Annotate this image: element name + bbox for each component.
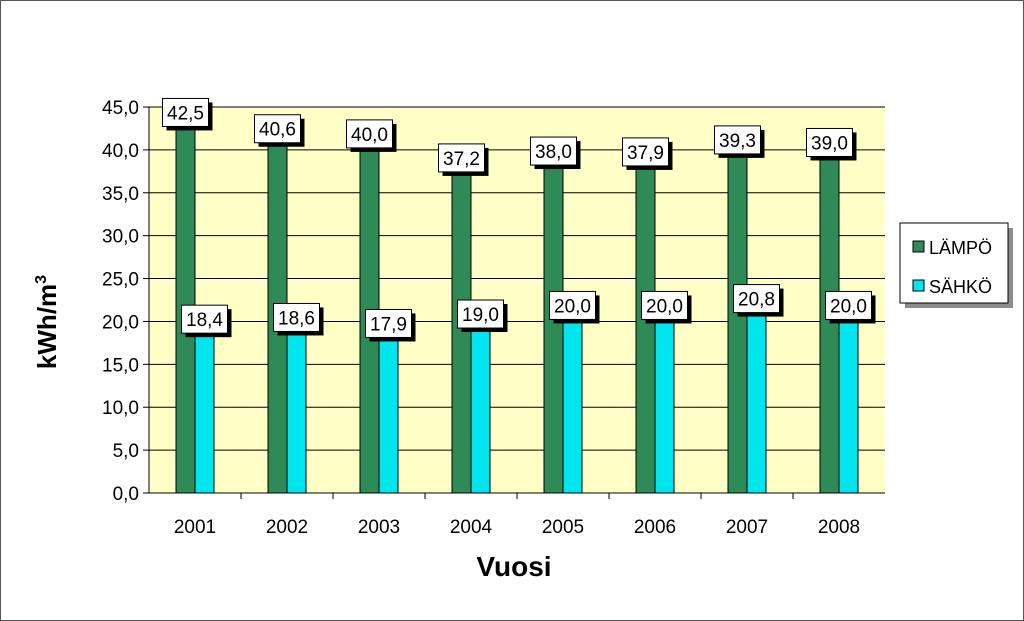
y-tick-label: 15,0 bbox=[102, 355, 139, 376]
bar-lampo bbox=[543, 166, 564, 494]
x-tick-label: 2007 bbox=[726, 517, 768, 538]
data-label: 20,0 bbox=[646, 296, 683, 317]
data-label: 39,0 bbox=[811, 133, 848, 154]
legend: LÄMPÖ SÄHKÖ bbox=[899, 222, 1013, 308]
data-label: 20,0 bbox=[554, 296, 591, 317]
bar-sahko bbox=[746, 314, 767, 494]
data-label: 40,6 bbox=[259, 120, 296, 141]
y-axis-title: kWh/m3 bbox=[32, 275, 62, 369]
data-label-box bbox=[457, 299, 504, 329]
data-label-box bbox=[641, 290, 688, 320]
data-label-box bbox=[714, 125, 761, 155]
y-tick-labels: 0,0 5,0 10,0 15,0 20,0 25,0 30,0 35,0 40,0 45,0 bbox=[102, 98, 139, 505]
y-axis-title-superscript: 3 bbox=[33, 275, 50, 284]
y-tick-label: 35,0 bbox=[102, 184, 139, 205]
data-label: 39,3 bbox=[719, 131, 756, 152]
data-label: 18,4 bbox=[186, 310, 223, 331]
y-tick-label: 0,0 bbox=[113, 484, 139, 505]
data-label: 20,8 bbox=[738, 290, 775, 311]
data-label: 20,0 bbox=[830, 296, 867, 317]
data-label: 42,5 bbox=[167, 103, 204, 124]
bar-lampo bbox=[451, 173, 472, 494]
y-tick-label: 10,0 bbox=[102, 398, 139, 419]
data-label-box bbox=[273, 302, 320, 332]
y-tick-label: 40,0 bbox=[102, 141, 139, 162]
bar-sahko bbox=[194, 334, 215, 494]
data-label: 40,0 bbox=[351, 125, 388, 146]
legend-swatch-lampo bbox=[912, 240, 925, 253]
y-tick-label: 30,0 bbox=[102, 227, 139, 248]
bar-sahko bbox=[838, 320, 859, 494]
legend-swatch-sahko bbox=[912, 279, 925, 292]
data-label: 37,9 bbox=[627, 143, 664, 164]
y-tick-label: 5,0 bbox=[113, 441, 139, 462]
data-label-box bbox=[346, 119, 393, 149]
data-label-box bbox=[549, 290, 596, 320]
bar-lampo bbox=[727, 155, 748, 494]
data-label-box bbox=[438, 143, 485, 173]
x-tick-label: 2001 bbox=[174, 517, 216, 538]
data-label-box bbox=[825, 290, 872, 320]
bar-sahko bbox=[378, 338, 399, 494]
data-label: 37,2 bbox=[443, 149, 480, 170]
data-label: 38,0 bbox=[535, 142, 572, 163]
data-label-box bbox=[806, 127, 853, 157]
y-tick-label: 20,0 bbox=[102, 312, 139, 333]
data-labels: 42,5 18,4 40,6 18,6 40,0 17,9 37,2 19,0 38,0 20,0… bbox=[162, 97, 876, 342]
x-tick-labels: 2001 2002 2003 2004 2005 2006 2007 2008 bbox=[174, 517, 860, 538]
x-tick-label: 2008 bbox=[818, 517, 860, 538]
x-tick-label: 2004 bbox=[450, 517, 493, 538]
data-label-box bbox=[365, 308, 412, 338]
x-axis-title: Vuosi bbox=[476, 551, 551, 582]
data-label-box bbox=[530, 136, 577, 166]
data-label-box bbox=[181, 304, 228, 334]
data-label: 17,9 bbox=[370, 314, 407, 335]
bar-sahko bbox=[562, 320, 583, 494]
axes bbox=[143, 106, 885, 499]
legend-label-lampo: LÄMPÖ bbox=[929, 238, 992, 258]
bar-sahko bbox=[286, 332, 307, 494]
data-label-box bbox=[162, 97, 209, 127]
y-axis-title-unit: kWh/m bbox=[32, 284, 62, 369]
data-label-box bbox=[733, 284, 780, 314]
legend-label-sahko: SÄHKÖ bbox=[929, 277, 992, 297]
bar-sahko bbox=[654, 320, 675, 494]
y-tick-label: 45,0 bbox=[102, 98, 139, 119]
x-tick-label: 2003 bbox=[358, 517, 400, 538]
x-tick-label: 2002 bbox=[266, 517, 308, 538]
x-tick-label: 2006 bbox=[634, 517, 676, 538]
data-label-box bbox=[622, 137, 669, 167]
data-label: 18,6 bbox=[278, 308, 315, 329]
bar-lampo bbox=[635, 167, 656, 494]
data-label-box bbox=[254, 114, 301, 144]
data-label: 19,0 bbox=[462, 305, 499, 326]
bar-sahko bbox=[470, 329, 491, 494]
y-tick-label: 25,0 bbox=[102, 270, 139, 291]
x-tick-label: 2005 bbox=[542, 517, 584, 538]
bar-lampo bbox=[819, 157, 840, 494]
